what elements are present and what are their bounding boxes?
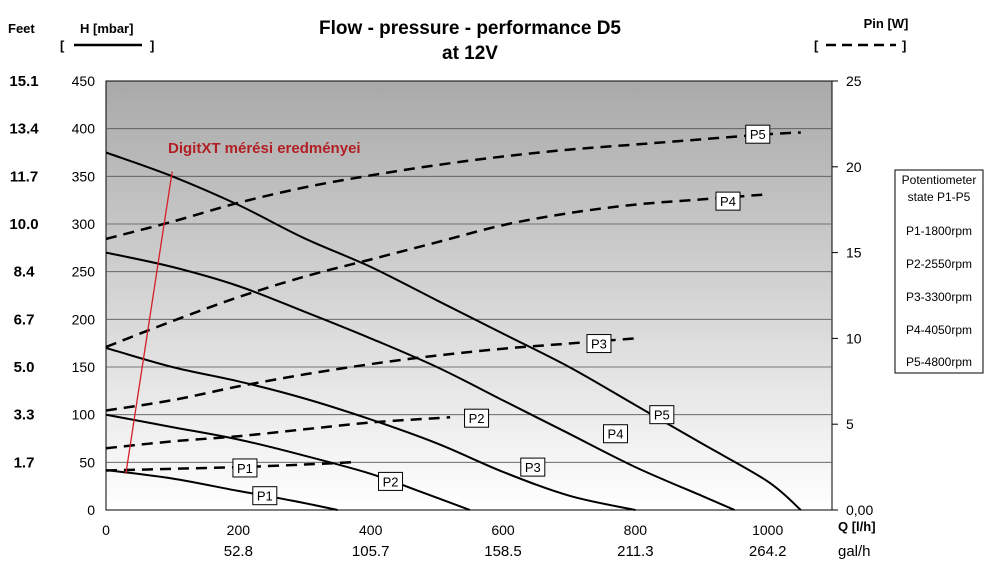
pressure-label-p4: P4 (608, 427, 624, 442)
power-label-p3: P3 (591, 337, 607, 352)
left-tick-label: 450 (72, 73, 96, 89)
right-tick-label: 0,00 (846, 502, 873, 518)
gal-axis-label: gal/h (838, 543, 871, 560)
gal-tick-label: 158.5 (484, 543, 522, 560)
feet-tick-label: 11.7 (10, 168, 38, 185)
gridlines (106, 128, 832, 463)
legend-line: state P1-P5 (908, 190, 971, 204)
left-tick-label: 50 (79, 454, 95, 470)
left-tick-label: 0 (87, 502, 95, 518)
right-axis-label: Pin [W] (864, 16, 909, 31)
pressure-label-p5: P5 (654, 408, 670, 423)
left-tick-label: 200 (72, 311, 96, 327)
legend-line: P3-3300rpm (906, 290, 972, 304)
left-axis-ticks: 0 50 100 150 200 250 300 350 400 450 (72, 73, 96, 518)
legend-box (894, 169, 984, 374)
legend-lines: Potentiometer state P1-P5 P1-1800rpm P2-255… (902, 173, 977, 369)
feet-tick-label: 13.4 (9, 121, 39, 138)
chart-subtitle: at 12V (442, 43, 498, 64)
right-tick-label: 25 (846, 73, 862, 89)
power-label-p2-box (464, 408, 490, 428)
feet-tick-label: 3.3 (14, 407, 35, 424)
legend-line: P5-4800rpm (906, 355, 972, 369)
power-label-p4: P4 (720, 194, 736, 209)
x-tick-label: 0 (102, 522, 110, 538)
annotation-text: DigitXT mérési eredményei (168, 140, 361, 157)
gal-tick-label: 211.3 (617, 543, 653, 560)
power-curve-p5 (106, 131, 801, 241)
power-label-p4-box (715, 191, 741, 211)
left-bracket-open: [ (60, 38, 65, 53)
pressure-curve-p5 (106, 151, 802, 511)
power-label-p5-box (745, 124, 771, 144)
right-bracket-close: ] (902, 38, 906, 53)
right-bracket-open: [ (814, 38, 819, 53)
feet-tick-label: 5.0 (14, 359, 35, 376)
legend-line: P1-1800rpm (906, 224, 972, 238)
x-tick-label: 400 (359, 522, 383, 538)
annotation-line (125, 171, 173, 474)
power-curve-p2 (106, 416, 451, 450)
gal-tick-label: 264.2 (749, 543, 787, 560)
x-tick-label: 1000 (752, 522, 783, 538)
pressure-label-p2-box (378, 471, 404, 491)
right-tick-label: 20 (846, 159, 862, 175)
pressure-curve-p3 (106, 346, 636, 511)
power-label-p1: P1 (237, 461, 253, 476)
left-tick-label: 250 (72, 264, 96, 280)
curves (106, 131, 802, 511)
power-label-p5: P5 (750, 127, 766, 142)
curve-labels: P1 P2 P3 P4 P5 P1 P2 P3 P4 P5 (232, 124, 771, 506)
x-tick-label: 200 (227, 522, 251, 538)
pressure-label-p3: P3 (525, 460, 541, 475)
pressure-label-p1: P1 (257, 489, 273, 504)
power-label-p2: P2 (469, 411, 485, 426)
gal-axis-ticks: 52.8 105.7 158.5 211.3 264.2 (224, 543, 787, 560)
chart-title: Flow - pressure - performance D5 (319, 18, 621, 39)
feet-tick-label: 8.4 (14, 264, 36, 281)
left-tick-label: 100 (72, 407, 96, 423)
legend-line: P4-4050rpm (906, 323, 972, 337)
gal-tick-label: 52.8 (224, 543, 253, 560)
feet-axis-ticks: 1.7 3.3 5.0 6.7 8.4 10.0 11.7 13.4 15.1 (9, 73, 39, 471)
legend-line: P2-2550rpm (906, 257, 972, 271)
x-tick-label: 600 (491, 522, 515, 538)
left-tick-label: 150 (72, 359, 96, 375)
pressure-curve-p2 (106, 413, 471, 511)
right-tick-label: 10 (846, 330, 862, 346)
x-axis-label: Q [l/h] (838, 519, 876, 534)
plot-area (105, 80, 833, 511)
left-tick-label: 400 (72, 121, 96, 137)
pressure-label-p4-box (603, 424, 629, 444)
feet-tick-label: 1.7 (14, 454, 35, 471)
gal-tick-label: 105.7 (352, 543, 390, 560)
right-tick-label: 5 (846, 416, 854, 432)
feet-tick-label: 15.1 (9, 73, 38, 90)
legend-line: Potentiometer (902, 173, 977, 187)
x-axis-ticks: 0 200 400 600 800 1000 (102, 522, 783, 538)
left-tick-label: 350 (72, 168, 96, 184)
left-tick-label: 300 (72, 216, 96, 232)
pressure-label-p2: P2 (383, 474, 399, 489)
pressure-label-p5-box (649, 405, 675, 425)
pressure-label-p3-box (520, 457, 546, 477)
power-curve-p4 (106, 193, 768, 349)
pressure-curve-p4 (106, 251, 735, 511)
power-label-p1-box (232, 458, 258, 478)
left-bracket-close: ] (150, 38, 154, 53)
feet-tick-label: 6.7 (14, 311, 35, 328)
pressure-label-p1-box (252, 486, 278, 506)
power-label-p3-box (586, 334, 612, 354)
left-axis-label: H [mbar] (80, 21, 133, 36)
x-tick-label: 800 (624, 522, 648, 538)
feet-header: Feet (8, 21, 35, 36)
right-tick-label: 15 (846, 245, 862, 261)
right-axis-ticks: 0,00 5 10 15 20 25 (832, 73, 873, 518)
feet-tick-label: 10.0 (9, 216, 38, 233)
pressure-curve-p1 (106, 469, 338, 511)
